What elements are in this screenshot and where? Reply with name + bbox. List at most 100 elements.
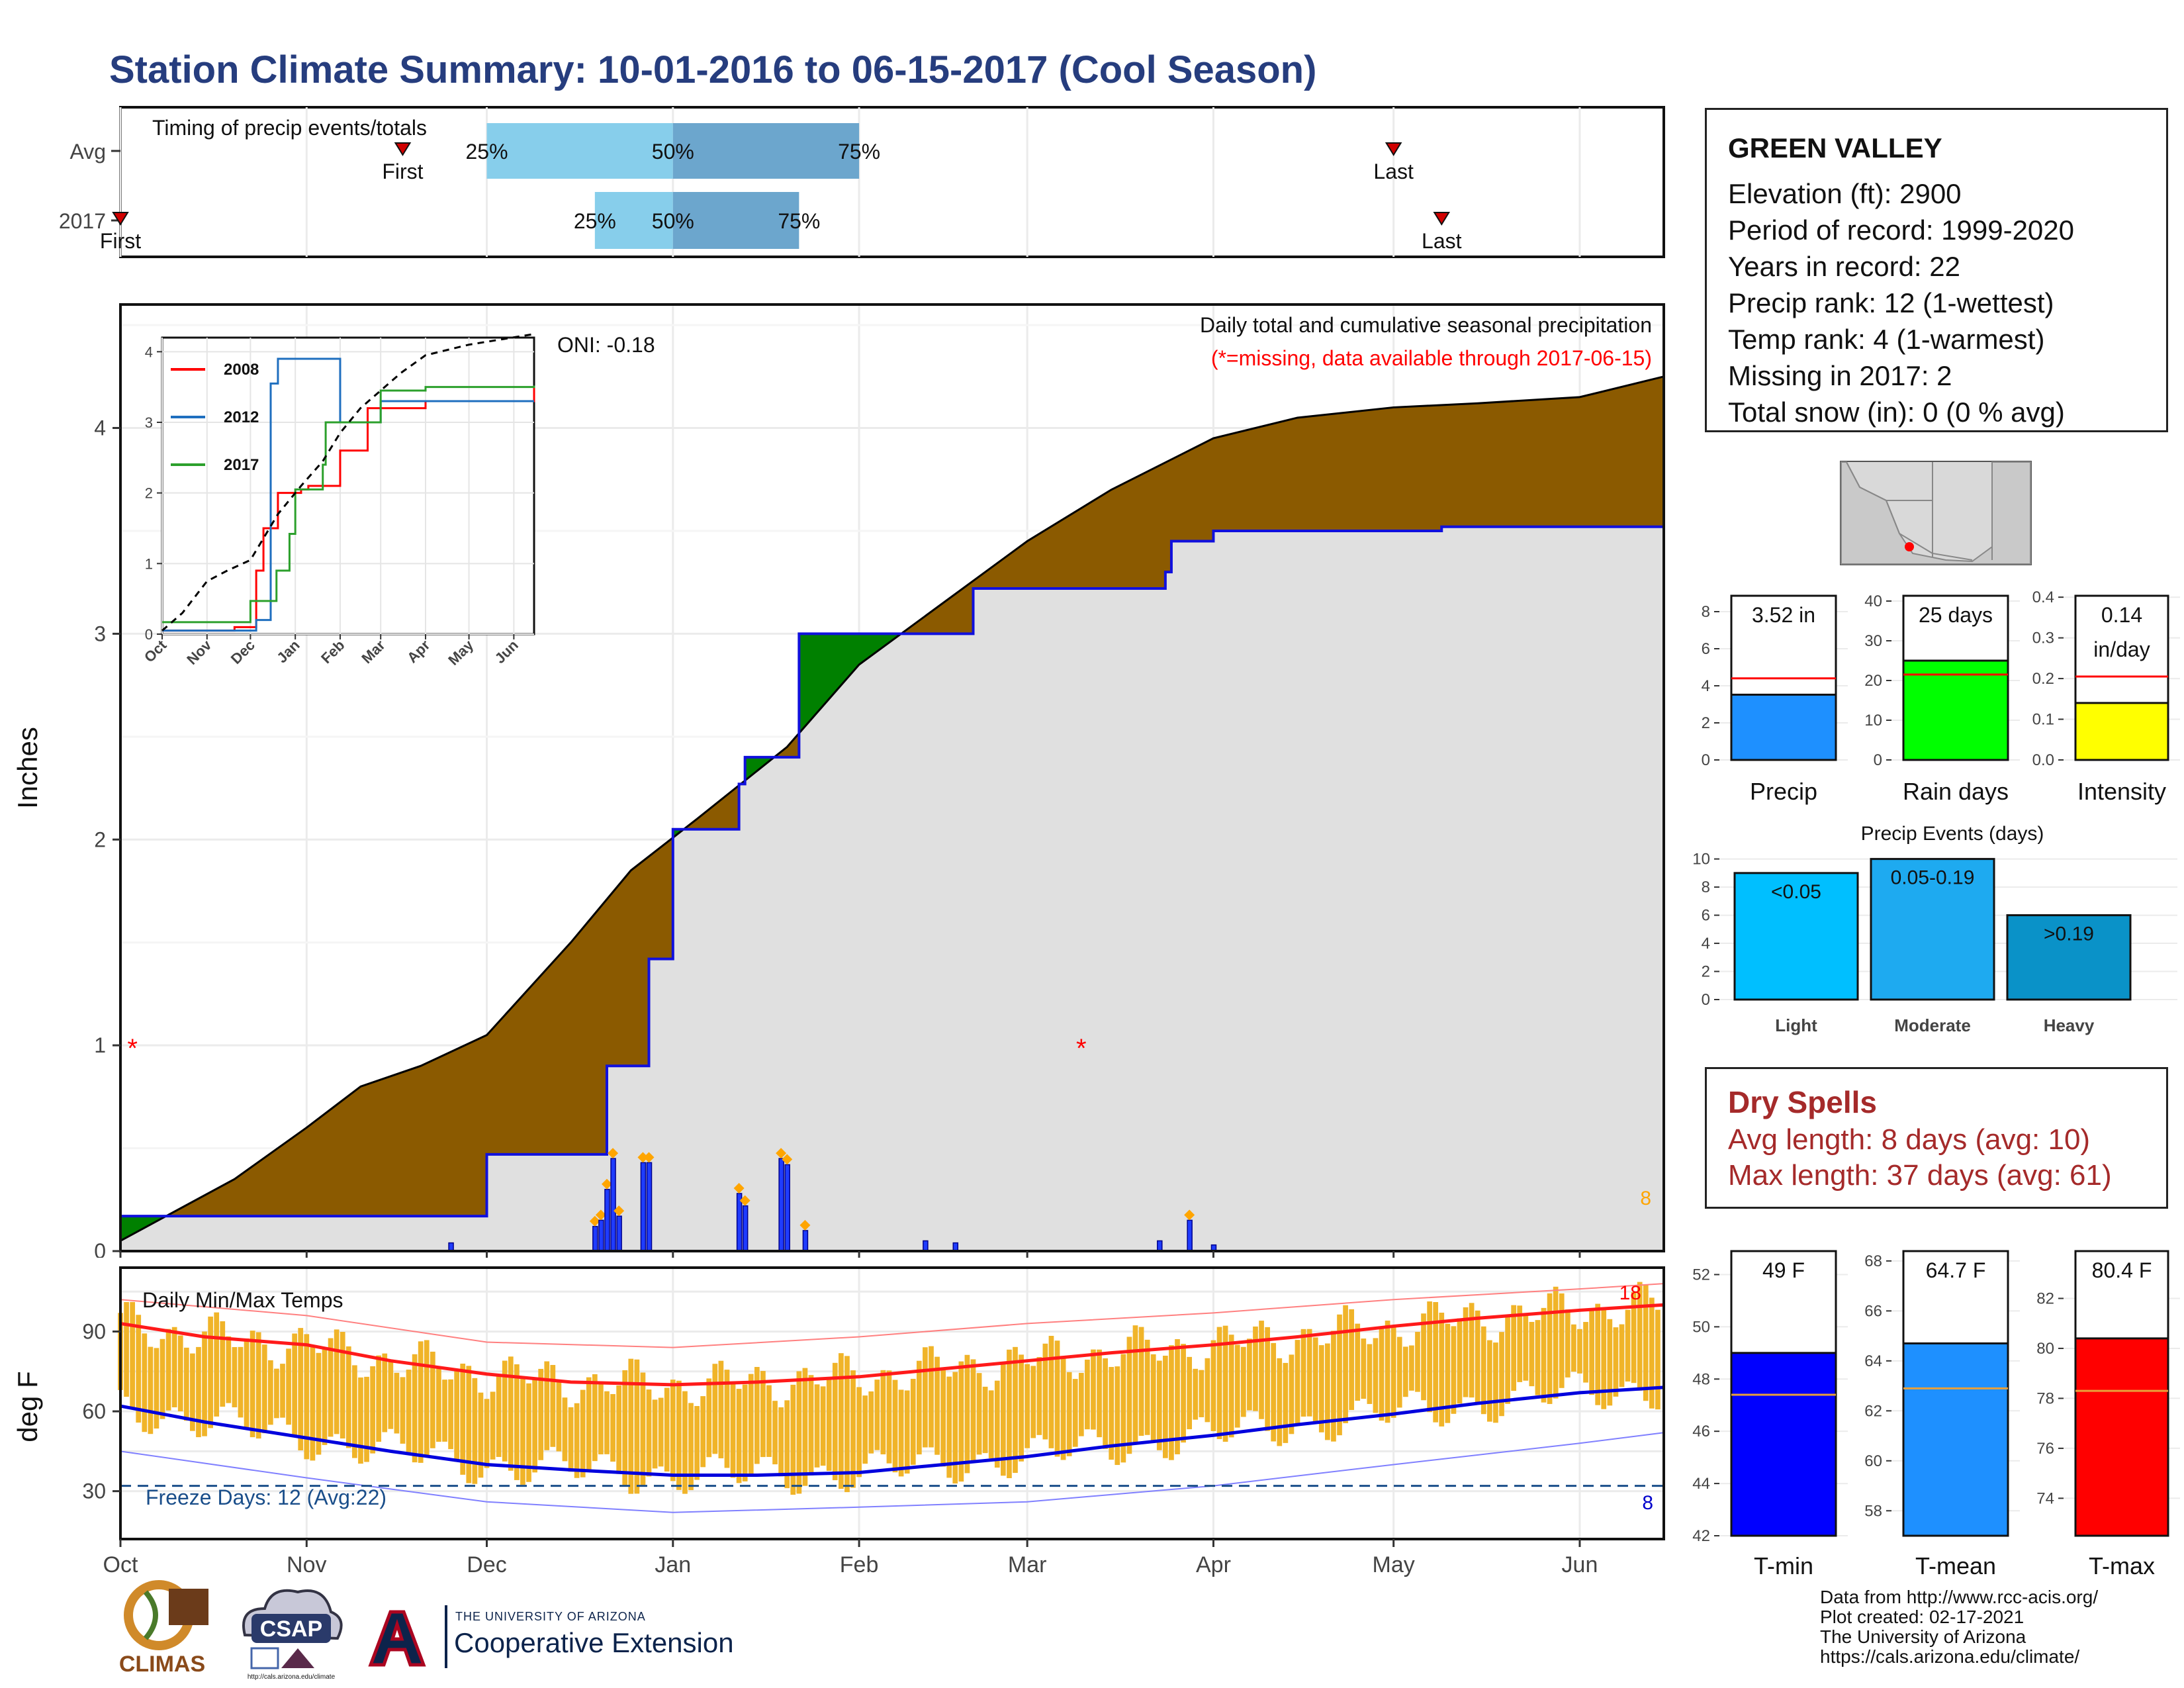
timing-p50: 50%	[652, 209, 694, 233]
daily-temp-bar	[982, 1386, 988, 1454]
daily-temp-bar	[136, 1315, 142, 1423]
daily-temp-bar	[267, 1360, 273, 1425]
daily-temp-bar	[1013, 1346, 1018, 1474]
daily-temp-bar	[418, 1341, 424, 1463]
daily-temp-bar	[814, 1384, 820, 1468]
precip-missing-note: (*=missing, data available through 2017-…	[1211, 346, 1652, 370]
events-bar-label: >0.19	[2044, 923, 2094, 945]
daily-temp-bar	[1138, 1327, 1144, 1436]
summary-ytick-label: 4	[1702, 677, 1710, 695]
daily-temp-bar	[298, 1328, 304, 1451]
daily-temp-bar	[400, 1377, 406, 1444]
timing-first-marker	[112, 212, 129, 226]
daily-temp-bar	[1589, 1310, 1594, 1395]
daily-temp-bar	[688, 1403, 694, 1491]
summary-ytick-label: 2	[1702, 714, 1710, 732]
daily-temp-bar	[208, 1316, 213, 1429]
daily-temp-bar	[1048, 1336, 1054, 1448]
summary-ytick-label: 46	[1692, 1423, 1710, 1440]
timing-p25: 25%	[574, 209, 616, 233]
summary-ytick-label: 20	[1864, 672, 1882, 690]
temperature-panel: deg F 30 60 90 Oct Nov Dec Jan Feb Mar Apr May Jun…	[12, 1266, 1665, 1577]
daily-temp-bar	[1541, 1307, 1547, 1403]
daily-temp-bar	[1300, 1329, 1306, 1417]
daily-temp-bar	[382, 1353, 388, 1432]
summary-bar-value: 25 days	[1919, 603, 1993, 627]
daily-temp-bar	[820, 1386, 826, 1466]
daily-temp-bar	[159, 1338, 165, 1419]
temp-panel-label: Daily Min/Max Temps	[142, 1288, 343, 1312]
daily-temp-bar	[1097, 1349, 1102, 1438]
daily-temp-bar	[976, 1373, 982, 1455]
daily-temp-bar	[970, 1359, 976, 1463]
daily-temp-bar	[574, 1403, 580, 1478]
daily-temp-bar	[610, 1393, 615, 1462]
precip-summary-panels: 0 2 4 6 8 3.52 in Precip 0 10 20 30 40 25 days Rain d…	[1702, 588, 2180, 805]
daily-temp-bar	[1126, 1336, 1132, 1454]
daily-precip-bar	[742, 1205, 749, 1252]
current-cumulative-area	[120, 526, 1664, 1251]
daily-precip-bar	[923, 1240, 929, 1252]
daily-precip-marker	[776, 1148, 787, 1159]
daily-temp-bar	[868, 1391, 874, 1454]
precip-ytick-label: 4	[94, 416, 106, 440]
missing-day-marker: *	[1076, 1034, 1087, 1063]
daily-temp-bar	[1649, 1297, 1655, 1409]
events-category-label: Light	[1775, 1015, 1817, 1035]
daily-temp-bar	[1409, 1345, 1414, 1391]
events-ytick-label: 6	[1702, 907, 1710, 925]
timing-bar-q25-q50	[486, 123, 673, 179]
summary-ytick-label: 66	[1864, 1302, 1882, 1320]
daily-temp-bar	[364, 1376, 369, 1462]
daily-temp-bar	[580, 1389, 586, 1477]
daily-precip-marker	[733, 1182, 745, 1194]
daily-temp-bar	[376, 1355, 382, 1442]
daily-temp-bar	[1306, 1329, 1312, 1417]
daily-temp-bar	[345, 1346, 351, 1448]
timing-p75: 75%	[838, 140, 880, 164]
daily-temp-bar	[923, 1347, 928, 1448]
month-label: Jan	[655, 1552, 691, 1577]
footer-line-data: Data from http://www.rcc-acis.org/	[1820, 1587, 2099, 1607]
ua-logo	[364, 1609, 430, 1668]
daily-temp-bar	[946, 1376, 952, 1478]
daily-temp-bar	[646, 1389, 652, 1477]
daily-temp-bar	[1396, 1336, 1402, 1408]
daily-temp-bar	[874, 1380, 880, 1450]
month-label: Oct	[103, 1552, 138, 1577]
daily-temp-bar	[880, 1370, 886, 1455]
daily-temp-bar	[784, 1400, 790, 1489]
daily-temp-bar	[1024, 1364, 1030, 1448]
daily-precip-bar	[592, 1225, 598, 1252]
summary-bar	[1730, 1352, 1837, 1537]
daily-precip-marker	[589, 1215, 600, 1227]
daily-precip-bar	[616, 1215, 622, 1252]
summary-ytick-label: 0.1	[2032, 711, 2054, 729]
timing-last-marker	[1385, 142, 1402, 156]
station-missing: Missing in 2017: 2	[1728, 360, 1952, 391]
daily-temp-bar	[255, 1332, 261, 1439]
daily-temp-bar	[742, 1384, 748, 1481]
daily-temp-bar	[652, 1399, 658, 1469]
precip-frame	[119, 303, 1665, 1252]
record-max-line	[120, 1283, 1664, 1348]
daily-temp-bar	[856, 1387, 862, 1477]
daily-temp-bar	[712, 1364, 718, 1454]
daily-precip-marker	[601, 1178, 612, 1190]
daily-temp-bar	[1379, 1327, 1385, 1421]
daily-temp-bar	[718, 1360, 724, 1459]
daily-precip-marker	[643, 1152, 655, 1163]
summary-bar	[2074, 1337, 2169, 1537]
daily-temp-bar	[550, 1364, 556, 1447]
daily-temp-bar	[1030, 1366, 1036, 1438]
daily-precip-bar	[640, 1162, 647, 1252]
daily-temp-bar	[958, 1361, 964, 1482]
timing-bar-q50-q75	[672, 192, 799, 249]
daily-temp-bar	[226, 1336, 232, 1403]
month-label: Jun	[1562, 1552, 1598, 1577]
daily-temp-bar	[1253, 1326, 1258, 1411]
precip-ylabel: Inches	[12, 727, 43, 809]
daily-temp-bar	[496, 1375, 502, 1457]
summary-xlabel: T-max	[2089, 1552, 2155, 1579]
daily-temp-bar	[1421, 1313, 1426, 1401]
